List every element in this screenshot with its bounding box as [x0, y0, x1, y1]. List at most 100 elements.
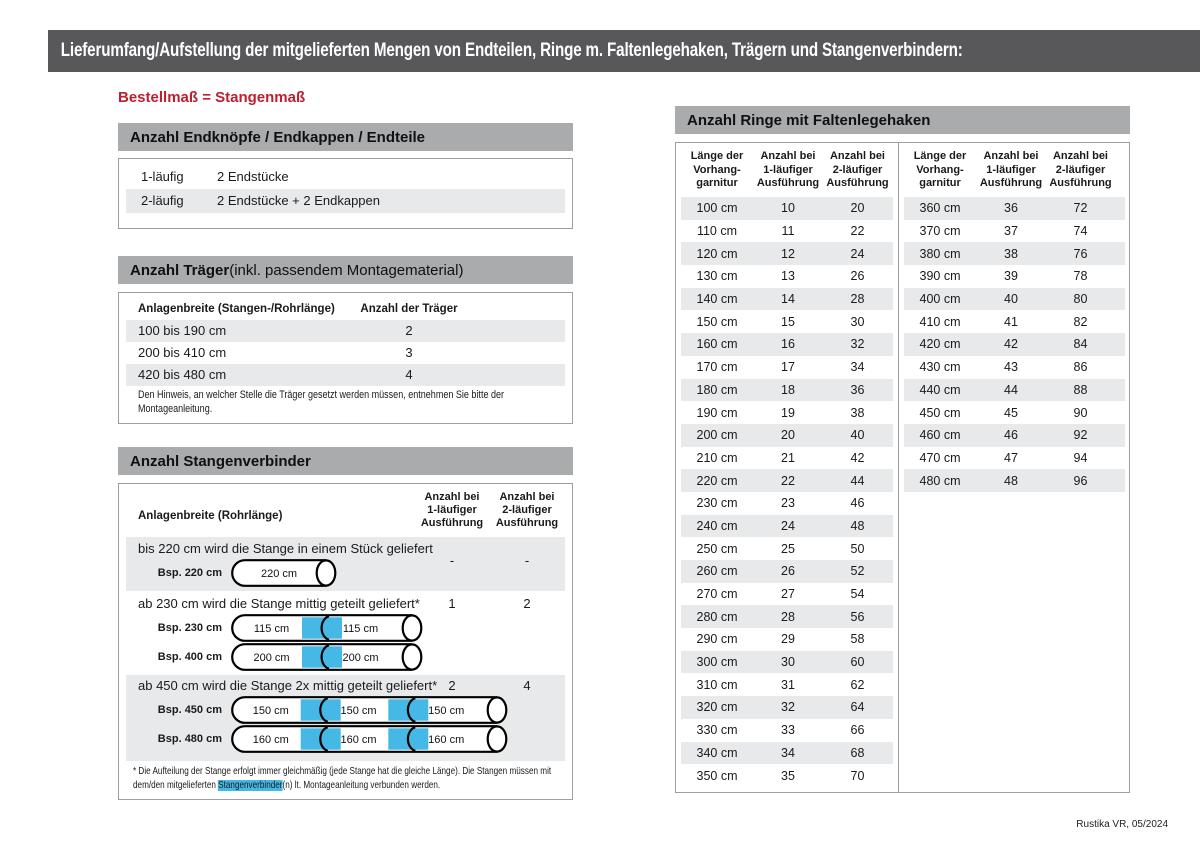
cell-length: 260 cm: [696, 564, 738, 579]
cell-count-1laufig: 38: [1004, 246, 1018, 261]
cell-length: 230 cm: [696, 496, 738, 511]
table-row: 260 cm 26 52: [681, 560, 893, 583]
cell-count-1laufig: 37: [1004, 224, 1018, 239]
table-row: 270 cm 27 54: [681, 583, 893, 606]
table-row: 340 cm 34 68: [681, 741, 893, 765]
cell-count-2laufig: 42: [850, 450, 865, 465]
cell-length: 480 cm: [919, 473, 961, 488]
table-row: 460 cm 46 92: [904, 423, 1125, 447]
cell-count-2laufig: 66: [850, 723, 865, 738]
column-header: Anzahl bei 2-läufiger Ausführung: [826, 150, 889, 189]
section-title-suffix: (inkl. passendem Montagematerial): [229, 261, 464, 279]
cell-count-1laufig: 28: [781, 609, 795, 624]
cell-count-2laufig: 36: [850, 382, 865, 397]
section-title-traeger: Anzahl Träger (inkl. passendem Montagema…: [118, 256, 573, 284]
cell-count-2laufig: 38: [850, 405, 865, 420]
column-header: Länge der Vorhang- garnitur: [690, 150, 744, 189]
column-header-anlagenbreite: Anlagenbreite (Stangen-/Rohrlänge): [138, 303, 335, 315]
cell-count-1laufig: 12: [781, 246, 795, 261]
cell-anlagenbreite: 200 bis 410 cm: [138, 345, 227, 360]
column-header: Anzahl bei 1-läufiger Ausführung: [979, 150, 1043, 189]
cell-count-2laufig: 28: [850, 292, 865, 307]
table-row: 110 cm 11 22: [681, 220, 893, 243]
cell-length: 180 cm: [696, 382, 738, 397]
cell-count-2laufig: 90: [1073, 405, 1088, 420]
traeger-note: Den Hinweis, an welcher Stelle die Träge…: [138, 389, 505, 415]
column-header: Anzahl bei 2-läufiger Ausführung: [1049, 150, 1112, 189]
rod-example: Bsp. 450 cm 150 cm 150 cm 150 cm: [133, 696, 508, 724]
rod-example-label: Bsp. 220 cm: [157, 567, 222, 579]
table-row: 1-läufig 2 Endstücke: [126, 165, 565, 189]
rod-example: Bsp. 230 cm 115 cm 115 cm: [133, 614, 423, 642]
verbinder-table: Anlagenbreite (Rohrlänge) Anzahl bei 1-l…: [118, 483, 573, 800]
table-row: 410 cm 41 82: [904, 310, 1125, 333]
cell-count-2laufig: 92: [1073, 428, 1088, 443]
column-header-2laufig: Anzahl bei 2-läufiger Ausführung: [495, 491, 559, 529]
footnote-highlight: Stangenverbinder: [218, 780, 283, 791]
svg-text:115 cm: 115 cm: [254, 623, 289, 635]
cell-count-1laufig: 32: [781, 700, 795, 715]
cell-length: 270 cm: [696, 587, 738, 602]
cell-count-2laufig: 48: [850, 518, 865, 533]
rod-example-label: Bsp. 480 cm: [157, 733, 222, 745]
group-description: ab 230 cm wird die Stange mittig geteilt…: [138, 596, 420, 611]
cell-count-1laufig: 20: [781, 428, 795, 443]
section-title-text: Anzahl Ringe mit Faltenlegehaken: [687, 111, 931, 129]
page-title-bar: Lieferumfang/Aufstellung der mitgeliefer…: [48, 30, 1200, 72]
table-row: 400 cm 40 80: [904, 287, 1125, 311]
table-row: 170 cm 17 34: [681, 356, 893, 379]
cell-count-1laufig: 25: [781, 541, 795, 556]
table-row: 330 cm 33 66: [681, 719, 893, 742]
table-row: 190 cm 19 38: [681, 401, 893, 424]
group-description: ab 450 cm wird die Stange 2x mittig gete…: [138, 678, 438, 693]
cell-count-1laufig: 26: [781, 564, 795, 579]
footnote-text: * Die Aufteilung der Stange erfolgt imme…: [133, 766, 552, 791]
table-row: 280 cm 28 56: [681, 605, 893, 629]
cell-count-1laufig: 39: [1004, 269, 1018, 284]
cell-count-2laufig: 60: [850, 655, 865, 670]
column-header-anzahl-traeger: Anzahl der Träger: [360, 303, 458, 315]
verbinder-footnote: * Die Aufteilung der Stange erfolgt imme…: [133, 765, 565, 793]
cell-anzahl-traeger: 3: [405, 345, 413, 360]
rod-diagram: 160 cm 160 cm 160 cm: [231, 725, 508, 753]
verbinder-group: bis 220 cm wird die Stange in einem Stüc…: [126, 537, 565, 591]
svg-text:160 cm: 160 cm: [428, 734, 464, 746]
rod-svg: 220 cm: [231, 559, 337, 587]
subtitle: Bestellmaß = Stangenmaß: [118, 89, 306, 106]
table-row: 370 cm 37 74: [904, 220, 1125, 243]
cell-anzahl-traeger: 2: [405, 323, 413, 338]
table-row: 450 cm 45 90: [904, 401, 1125, 424]
cell-count-2laufig: 40: [850, 428, 865, 443]
cell-count-1laufig: 17: [781, 360, 795, 375]
svg-text:200 cm: 200 cm: [342, 652, 378, 664]
footnote-text: (n) lt. Montageanleitung verbunden werde…: [282, 780, 441, 791]
cell-count-2laufig: 44: [850, 473, 865, 488]
section-title-text: Anzahl Stangenverbinder: [130, 452, 311, 470]
table-row: 200 bis 410 cm 3: [126, 342, 565, 364]
cell-count-1laufig: -: [449, 553, 455, 568]
section-title-endteile: Anzahl Endknöpfe / Endkappen / Endteile: [118, 123, 573, 151]
section-title-text: Anzahl Endknöpfe / Endkappen / Endteile: [130, 128, 426, 146]
cell-count-1laufig: 40: [1004, 292, 1018, 307]
ringe-table-right: Länge der Vorhang- garnitur Anzahl bei 1-…: [899, 143, 1130, 792]
cell-count-1laufig: 23: [781, 496, 795, 511]
cell-length: 350 cm: [696, 768, 738, 783]
rod-svg: 200 cm 200 cm: [231, 643, 423, 671]
rod-example-label: Bsp. 400 cm: [157, 651, 222, 663]
cell-count-1laufig: 15: [781, 314, 795, 329]
table-divider: [898, 143, 899, 792]
cell-length: 390 cm: [919, 269, 961, 284]
cell-count-1laufig: 36: [1004, 201, 1018, 216]
table-row: 100 cm 10 20: [681, 197, 893, 220]
table-row: 140 cm 14 28: [681, 287, 893, 311]
table-row: 220 cm 22 44: [681, 469, 893, 492]
cell-length: 340 cm: [696, 745, 738, 760]
table-row: 480 cm 48 96: [904, 469, 1125, 492]
cell-length: 430 cm: [919, 360, 961, 375]
table-row: 250 cm 25 50: [681, 537, 893, 560]
cell-count-2laufig: 64: [850, 700, 865, 715]
cell-length: 220 cm: [696, 473, 738, 488]
cell-count-1laufig: 2: [448, 678, 456, 693]
cell-count-2laufig: 86: [1073, 360, 1088, 375]
table-row: 390 cm 39 78: [904, 265, 1125, 288]
